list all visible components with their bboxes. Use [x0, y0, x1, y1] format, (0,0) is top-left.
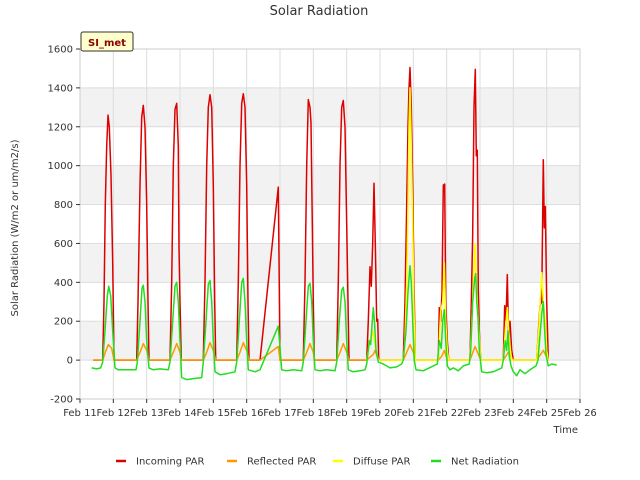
background-bands [80, 87, 580, 361]
y-tick-label: 800 [54, 200, 73, 211]
station-badge-label: SI_met [88, 38, 126, 49]
y-tick-label: 600 [54, 239, 73, 250]
y-tick-label: 1600 [48, 45, 73, 56]
x-tick-label: Feb 22 [430, 408, 464, 419]
station-badge-box [80, 31, 134, 52]
series-line-incoming-par [93, 66, 550, 361]
plot-area [79, 48, 581, 400]
background-band [80, 321, 580, 361]
x-axis-label: Time [553, 425, 578, 436]
legend: Incoming PAR Reflected PAR Diffuse PAR Net … [116, 457, 519, 468]
x-tick-label: Feb 13 [130, 408, 164, 419]
x-tick-label: Feb 26 [563, 408, 597, 419]
x-tick-label: Feb 18 [297, 408, 331, 419]
x-tick-label: Feb 17 [263, 408, 297, 419]
x-tick-label: Feb 19 [330, 408, 364, 419]
series-line-net-radiation [91, 265, 557, 381]
series-line-diffuse-par [365, 87, 550, 361]
y-tick-label: 1200 [48, 122, 73, 133]
plot-frame [79, 48, 581, 400]
background-band [80, 243, 580, 283]
x-tick-label: Feb 14 [163, 408, 197, 419]
legend-label-net-radiation: Net Radiation [451, 457, 519, 468]
y-axis-ticks: -200 0 200 400 600 800 1000 1200 1400 1600 [48, 45, 80, 406]
background-band [80, 165, 580, 205]
y-tick-label: -200 [50, 395, 73, 406]
y-tick-label: 1400 [48, 83, 73, 94]
background-band [80, 87, 580, 127]
x-tick-label: Feb 20 [363, 408, 397, 419]
y-tick-label: 200 [54, 317, 73, 328]
x-tick-label: Feb 15 [197, 408, 231, 419]
chart-title: Solar Radiation [270, 4, 369, 19]
x-tick-label: Feb 23 [463, 408, 497, 419]
y-tick-label: 1000 [48, 161, 73, 172]
legend-label-reflected-par: Reflected PAR [247, 457, 316, 468]
x-tick-label: Feb 16 [230, 408, 264, 419]
x-axis-ticks: Feb 11 Feb 12 Feb 13 Feb 14 Feb 15 Feb 16 Feb … [63, 399, 597, 419]
series-layer [91, 66, 557, 381]
legend-label-diffuse-par: Diffuse PAR [353, 457, 410, 468]
x-tick-label: Feb 21 [397, 408, 431, 419]
y-tick-label: 0 [67, 356, 73, 367]
x-tick-label: Feb 25 [530, 408, 564, 419]
legend-label-incoming-par: Incoming PAR [136, 457, 205, 468]
y-tick-label: 400 [54, 278, 73, 289]
y-axis-label: Solar Radiation (W/m2 or um/m2/s) [10, 139, 21, 316]
x-tick-label: Feb 24 [497, 408, 531, 419]
x-tick-label: Feb 11 [63, 408, 97, 419]
x-tick-label: Feb 12 [97, 408, 131, 419]
station-badge: SI_met [80, 31, 134, 52]
